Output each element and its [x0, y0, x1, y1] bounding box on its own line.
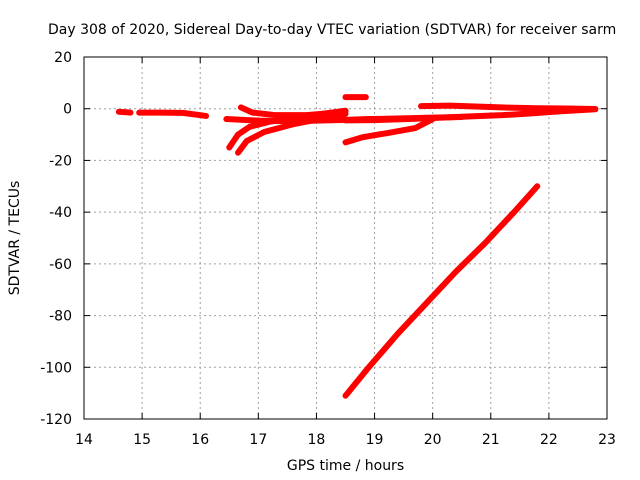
- y-tick-label: -120: [40, 412, 72, 428]
- series-seg-j: [418, 102, 599, 112]
- series-seg-i: [342, 106, 599, 124]
- plot-frame: [83, 56, 608, 420]
- series-seg-a: [115, 108, 134, 116]
- x-tick-label: 21: [482, 432, 500, 448]
- y-tick-labels: -120 -100 -80 -60 -40 -20 0 20: [40, 50, 72, 428]
- y-tick-label: 0: [63, 102, 72, 118]
- series-seg-b: [136, 109, 210, 119]
- y-tick-label: -100: [40, 360, 72, 376]
- axis-ticks: [83, 56, 608, 420]
- y-axis-label: SDTVAR / TECUs: [7, 181, 23, 296]
- series-seg-k: [342, 183, 541, 399]
- x-tick-label: 19: [366, 432, 384, 448]
- x-tick-label: 23: [598, 432, 616, 448]
- x-tick-label: 14: [75, 432, 93, 448]
- data-series-group: [115, 94, 599, 399]
- y-tick-label: 20: [54, 50, 72, 66]
- x-tick-label: 18: [308, 432, 326, 448]
- series-seg-g: [342, 116, 436, 146]
- y-tick-label: -80: [49, 309, 72, 325]
- series-seg-f: [237, 104, 349, 119]
- y-tick-label: -40: [49, 205, 72, 221]
- y-tick-label: -60: [49, 257, 72, 273]
- x-tick-label: 22: [540, 432, 558, 448]
- x-tick-label: 15: [133, 432, 151, 448]
- x-tick-labels: 14 15 16 17 18 19 20 21 22 23: [75, 432, 616, 448]
- x-tick-label: 16: [191, 432, 209, 448]
- x-axis-label: GPS time / hours: [287, 458, 404, 474]
- x-tick-label: 17: [249, 432, 267, 448]
- y-tick-label: -20: [49, 153, 72, 169]
- chart-title: Day 308 of 2020, Sidereal Day-to-day VTE…: [48, 22, 616, 38]
- x-tick-label: 20: [424, 432, 442, 448]
